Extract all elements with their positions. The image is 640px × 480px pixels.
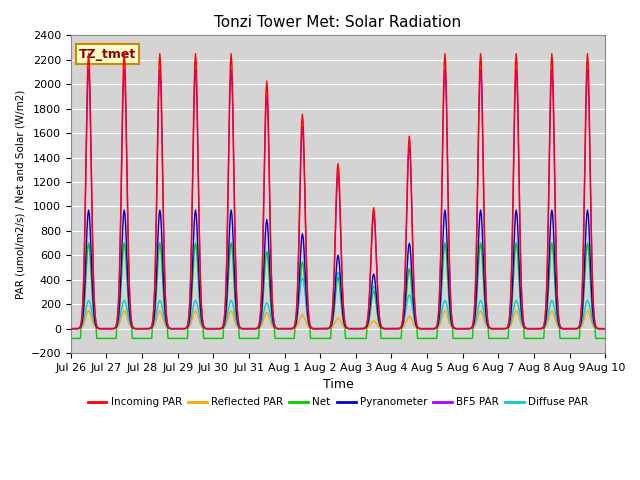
Title: Tonzi Tower Met: Solar Radiation: Tonzi Tower Met: Solar Radiation (214, 15, 461, 30)
Legend: Incoming PAR, Reflected PAR, Net, Pyranometer, BF5 PAR, Diffuse PAR: Incoming PAR, Reflected PAR, Net, Pyrano… (83, 393, 593, 411)
Text: TZ_tmet: TZ_tmet (79, 48, 136, 60)
Y-axis label: PAR (umol/m2/s) / Net and Solar (W/m2): PAR (umol/m2/s) / Net and Solar (W/m2) (15, 90, 25, 299)
X-axis label: Time: Time (323, 378, 353, 391)
